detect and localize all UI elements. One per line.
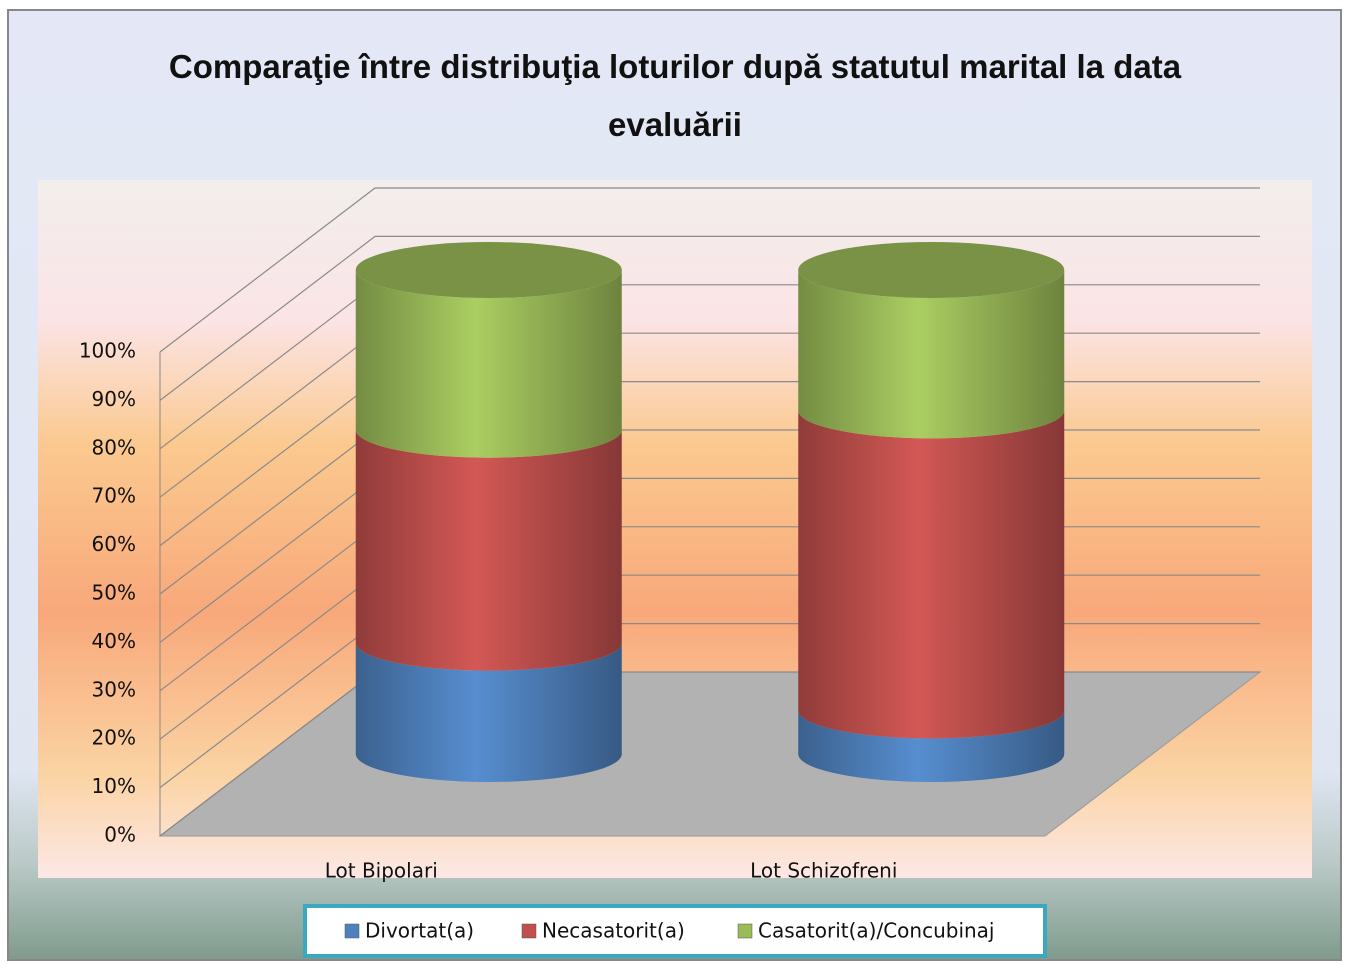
cylinder-segment xyxy=(355,429,622,671)
legend xyxy=(303,904,1047,958)
legend-label: Divortat(a) xyxy=(365,919,474,943)
y-tick-label: 80% xyxy=(92,435,136,459)
legend-swatch xyxy=(344,923,360,939)
y-tick-label: 20% xyxy=(92,726,136,750)
cylinder-segment xyxy=(798,410,1065,739)
y-tick-label: 90% xyxy=(92,387,136,411)
y-tick-label: 40% xyxy=(92,629,136,653)
y-tick-label: 0% xyxy=(104,823,136,847)
y-tick-label: 50% xyxy=(92,581,136,605)
chart-title: Comparaţie între distribuţia loturilor d… xyxy=(168,48,1182,143)
y-tick-label: 70% xyxy=(92,484,136,508)
legend-label: Necasatorit(a) xyxy=(542,919,685,943)
y-tick-label: 30% xyxy=(92,677,136,701)
x-tick-label: Lot Schizofreni xyxy=(750,859,897,883)
legend-label: Casatorit(a)/Concubinaj xyxy=(758,919,994,943)
grid-line xyxy=(159,187,1260,353)
legend-swatch xyxy=(521,923,537,939)
cylinder-segment xyxy=(355,270,622,458)
y-tick-label: 60% xyxy=(92,532,136,556)
axis-line xyxy=(159,671,376,837)
cylinder-top xyxy=(355,242,622,298)
x-tick-label: Lot Bipolari xyxy=(325,859,438,883)
cylinder-segment xyxy=(798,270,1065,439)
cylinder-top xyxy=(798,242,1065,298)
cylinder-segment xyxy=(798,710,1065,782)
cylinder-segment xyxy=(355,642,622,782)
y-tick-label: 10% xyxy=(92,774,136,798)
legend-swatch xyxy=(737,923,753,939)
grid-line xyxy=(159,235,1260,401)
y-tick-label: 100% xyxy=(79,339,136,363)
